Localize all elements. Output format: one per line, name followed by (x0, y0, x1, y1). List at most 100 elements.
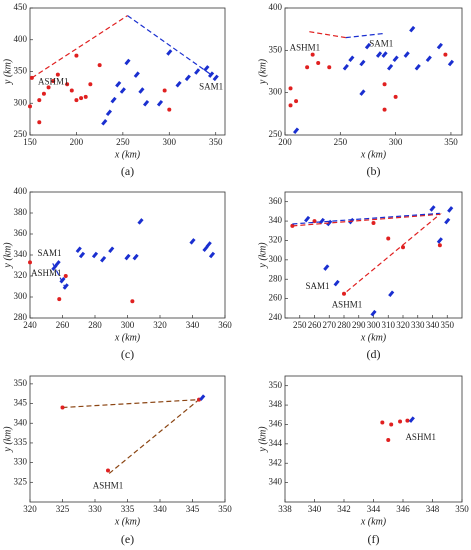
point (436, 237, 443, 244)
x-tick-label: 344 (367, 504, 381, 514)
x-tick-label: 335 (121, 504, 135, 514)
panel: 338 340 342 344 346 348 350 340 342 344 346 348 350 x… (257, 375, 469, 546)
caption: (e) (121, 532, 134, 546)
point (382, 107, 387, 112)
track-line (62, 398, 201, 475)
track-line (345, 32, 385, 39)
point (137, 218, 144, 225)
annotation: ASHM1 (405, 432, 436, 442)
x-tick-label: 340 (426, 320, 440, 330)
point (288, 86, 293, 91)
x-tick-label: 150 (23, 137, 37, 147)
y-tick-label: 320 (14, 270, 28, 280)
track-line (292, 213, 442, 295)
annotation: SAM1 (305, 281, 329, 291)
point (294, 99, 299, 104)
point (381, 51, 388, 58)
y-tick-label: 300 (14, 291, 28, 301)
x-tick-label: 325 (56, 504, 70, 514)
x-tick-label: 290 (352, 320, 366, 330)
point (100, 255, 107, 263)
point (348, 55, 355, 63)
point (318, 217, 325, 225)
point (83, 94, 88, 99)
y-tick-label: 260 (269, 293, 283, 303)
point (130, 299, 135, 304)
x-tick-label: 320 (23, 504, 37, 514)
y-axis-label: y (km) (257, 242, 268, 269)
y-axis-label: y (km) (2, 58, 13, 85)
point (51, 79, 56, 84)
point (444, 217, 451, 225)
point (371, 221, 376, 226)
point (167, 107, 172, 112)
point (156, 99, 164, 107)
point (389, 422, 394, 427)
point (133, 71, 140, 78)
point (205, 241, 212, 248)
point (327, 65, 332, 70)
panel: 250 260 270 280 290 300 310 320 330 340 3502402602… (257, 191, 463, 361)
point (175, 80, 182, 88)
point (59, 276, 66, 284)
annotation: ASHM1 (31, 268, 62, 278)
x-tick-label: 342 (337, 504, 351, 514)
point (382, 82, 387, 87)
point (364, 42, 372, 50)
x-tick-label: 200 (278, 137, 292, 147)
point (124, 253, 131, 261)
point (443, 52, 448, 57)
x-tick-label: 360 (218, 320, 232, 330)
point (97, 63, 102, 68)
track-line (292, 212, 440, 225)
point (312, 219, 317, 224)
point (401, 245, 405, 250)
x-tick-label: 350 (209, 137, 223, 147)
x-tick-label: 260 (56, 320, 70, 330)
y-tick-label: 400 (269, 2, 283, 12)
y-tick-label: 350 (269, 380, 283, 390)
x-tick-label: 330 (411, 320, 425, 330)
point (387, 64, 394, 71)
point (447, 206, 454, 213)
x-tick-label: 350 (455, 504, 469, 514)
y-tick-label: 340 (14, 417, 28, 427)
point (105, 109, 113, 117)
point (65, 82, 70, 87)
point (63, 274, 68, 278)
plot-frame (29, 375, 226, 503)
point (388, 290, 395, 298)
point (55, 72, 60, 77)
y-tick-label: 300 (269, 254, 283, 264)
point (398, 419, 403, 424)
point (288, 103, 293, 108)
x-tick-label: 280 (337, 320, 351, 330)
y-tick-label: 250 (14, 129, 28, 139)
y-tick-label: 280 (269, 273, 283, 283)
point (74, 98, 79, 103)
point (305, 65, 310, 70)
y-tick-label: 240 (269, 312, 283, 322)
point (386, 437, 391, 442)
point (405, 418, 410, 423)
x-tick-label: 350 (441, 320, 455, 330)
annotation: ASHM1 (332, 299, 363, 309)
y-tick-label: 360 (14, 228, 28, 238)
x-tick-label: 330 (88, 504, 102, 514)
x-tick-label: 350 (444, 137, 458, 147)
x-tick-label: 300 (389, 137, 403, 147)
annotation: ASHM1 (93, 480, 124, 490)
x-tick-label: 300 (163, 137, 177, 147)
annotation: SAM1 (37, 248, 61, 258)
annotation: SAM1 (199, 81, 223, 91)
point (115, 80, 122, 88)
y-tick-label: 300 (269, 87, 283, 97)
caption: (b) (367, 164, 381, 178)
track-line (127, 15, 212, 76)
point (310, 52, 315, 57)
y-axis-label: y (km) (257, 58, 268, 85)
point (78, 251, 86, 259)
annotation: ASHM1 (38, 76, 69, 86)
y-tick-label: 348 (269, 399, 283, 409)
